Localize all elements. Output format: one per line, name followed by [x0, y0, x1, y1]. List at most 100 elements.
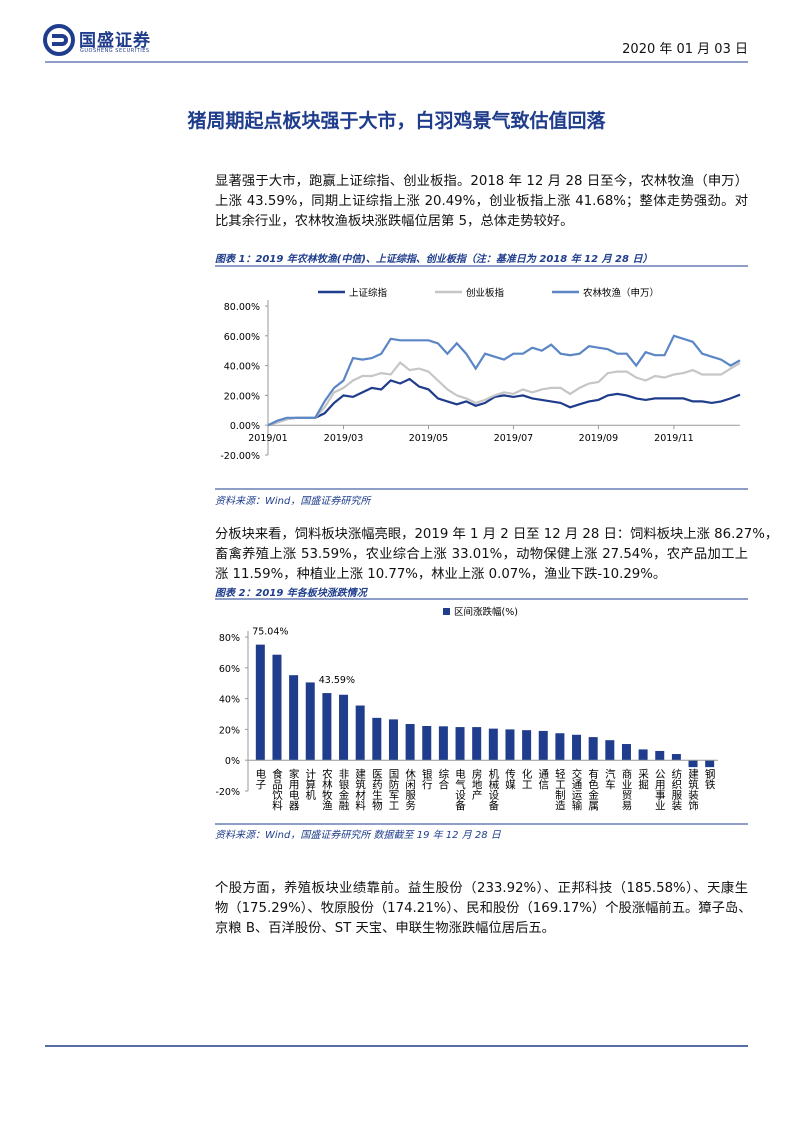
x-tick-label: 2019/09 — [579, 433, 618, 444]
y-tick-label: -20.00% — [220, 451, 260, 462]
paragraph-line: 物（175.29%）、牧原股份（174.21%）、民和股份（169.17%）个股… — [215, 901, 752, 916]
x-tick-label: 2019/01 — [248, 433, 287, 444]
paragraph-line: 京粮 B、百洋股份、ST 天宝、申联生物涨跌幅位居后五。 — [215, 921, 555, 936]
x-tick-label: 电气设备 — [454, 767, 466, 811]
x-tick-label: 汽车 — [604, 767, 616, 790]
bar — [405, 724, 415, 761]
y-tick-label: 0% — [225, 756, 240, 767]
x-tick-label: 商业贸易 — [620, 767, 632, 811]
x-tick-label: 2019/03 — [324, 433, 363, 444]
brand: 国盛证券 — [79, 31, 151, 51]
figure-caption: 图表 1：2019 年农林牧渔(中信)、上证综指、创业板指（注：基准日为 201… — [215, 254, 653, 265]
line-series — [267, 361, 741, 427]
bar — [505, 729, 515, 761]
bar — [305, 682, 315, 761]
figure-source: 资料来源：Wind，国盛证券研究所 数据截至 19 年 12 月 28 日 — [215, 830, 501, 841]
y-tick-label: 60.00% — [224, 332, 260, 343]
paragraph-line: 上涨 43.59%，同期上证综指上涨 20.49%，创业板指上涨 41.68%；… — [215, 194, 748, 209]
bar — [272, 654, 282, 761]
legend-swatch — [443, 608, 450, 615]
bar — [355, 705, 365, 761]
bar — [372, 717, 382, 761]
x-tick-label: 国防军工 — [387, 768, 399, 810]
x-tick-label: 轻工制造 — [554, 767, 566, 810]
figure-caption: 图表 2：2019 年各板块涨跌情况 — [215, 588, 367, 599]
y-tick-label: 0.00% — [230, 421, 260, 432]
paragraph-line: 畜禽养殖上涨 53.59%，农业综合上涨 33.01%，动物保健上涨 27.54… — [215, 547, 748, 562]
bar — [538, 730, 548, 761]
bar — [705, 760, 715, 768]
bar — [671, 754, 681, 761]
bar — [638, 749, 648, 761]
x-tick-label: 电子 — [254, 767, 266, 789]
legend-label: 农林牧渔（申万） — [583, 287, 659, 299]
x-tick-label: 农林牧渔 — [321, 767, 333, 811]
report-date: 2020 年 01 月 03 日 — [622, 42, 748, 57]
heading: 猪周期起点板块强于大市，白羽鸡景气致估值回落 — [187, 110, 606, 132]
y-tick-label: 20.00% — [224, 391, 260, 402]
x-tick-label: 计算机 — [304, 767, 316, 800]
bar — [472, 727, 482, 761]
paragraph-line: 显著强于大市，跑赢上证综指、创业板指。2018 年 12 月 28 日至今，农林… — [215, 174, 748, 189]
line-series — [267, 377, 741, 427]
x-tick-label: 传媒 — [504, 768, 516, 790]
bar — [438, 726, 448, 761]
x-tick-label: 交通运输 — [571, 767, 583, 811]
figure-source: 资料来源：Wind，国盛证券研究所 — [215, 496, 371, 507]
x-tick-label: 公用事业 — [654, 768, 666, 810]
y-tick-label: 80% — [219, 633, 240, 644]
paragraph-line: 涨 11.59%，种植业上涨 10.77%，林业上涨 0.07%，渔业下跌-10… — [215, 567, 667, 582]
bar — [522, 730, 532, 761]
x-tick-label: 2019/05 — [409, 433, 448, 444]
value-label: 75.04% — [252, 627, 288, 638]
bar — [488, 728, 498, 761]
y-tick-label: 40.00% — [224, 362, 260, 373]
bar — [688, 760, 698, 768]
line-series — [267, 334, 741, 427]
x-tick-label: 休闲服务 — [404, 768, 416, 811]
value-label: 43.59% — [319, 675, 355, 686]
x-tick-label: 房地产 — [471, 767, 483, 800]
bar — [588, 737, 598, 761]
x-tick-label: 食品饮料 — [271, 767, 283, 811]
bar — [621, 744, 631, 761]
y-tick-label: 80.00% — [224, 302, 260, 313]
x-tick-label: 非银金融 — [338, 768, 350, 811]
x-tick-label: 机械设备 — [487, 767, 499, 811]
bar — [422, 726, 432, 761]
y-tick-label: 20% — [219, 725, 240, 736]
logo-mark — [52, 34, 68, 46]
y-tick-label: -20% — [215, 787, 240, 798]
x-tick-label: 银行 — [421, 767, 433, 790]
y-tick-label: 40% — [219, 695, 240, 706]
bar — [255, 644, 265, 761]
paragraph-line: 比其余行业，农林牧渔板块涨跌幅位居第 5，总体走势较好。 — [215, 214, 574, 229]
x-tick-label: 纺织服装 — [670, 767, 682, 811]
logo-ring — [43, 24, 75, 56]
x-tick-label: 医药生物 — [371, 768, 383, 811]
bar — [339, 694, 349, 761]
x-tick-label: 建筑材料 — [354, 767, 366, 811]
bar — [455, 727, 465, 761]
x-tick-label: 钢铁 — [704, 767, 716, 790]
x-tick-label: 家用电器 — [288, 767, 300, 811]
bar — [605, 740, 615, 761]
legend-label: 区间涨跌幅(%) — [454, 606, 518, 618]
bar — [555, 733, 565, 761]
paragraph-line: 个股方面，养殖板块业绩靠前。益生股份（233.92%）、正邦科技（185.58%… — [215, 881, 748, 896]
y-tick-label: 60% — [219, 664, 240, 675]
x-tick-label: 有色金属 — [587, 767, 599, 811]
x-tick-label: 建筑装饰 — [687, 767, 699, 811]
legend-label: 创业板指 — [466, 287, 505, 299]
x-tick-label: 2019/07 — [494, 433, 533, 444]
x-tick-label: 通信 — [537, 768, 549, 790]
x-tick-label: 化工 — [521, 767, 533, 789]
bar — [388, 719, 398, 761]
x-tick-label: 采掘 — [637, 768, 649, 790]
legend-label: 上证综指 — [349, 287, 388, 299]
x-tick-label: 2019/11 — [654, 433, 693, 444]
bar — [322, 693, 332, 761]
bar — [655, 750, 665, 761]
